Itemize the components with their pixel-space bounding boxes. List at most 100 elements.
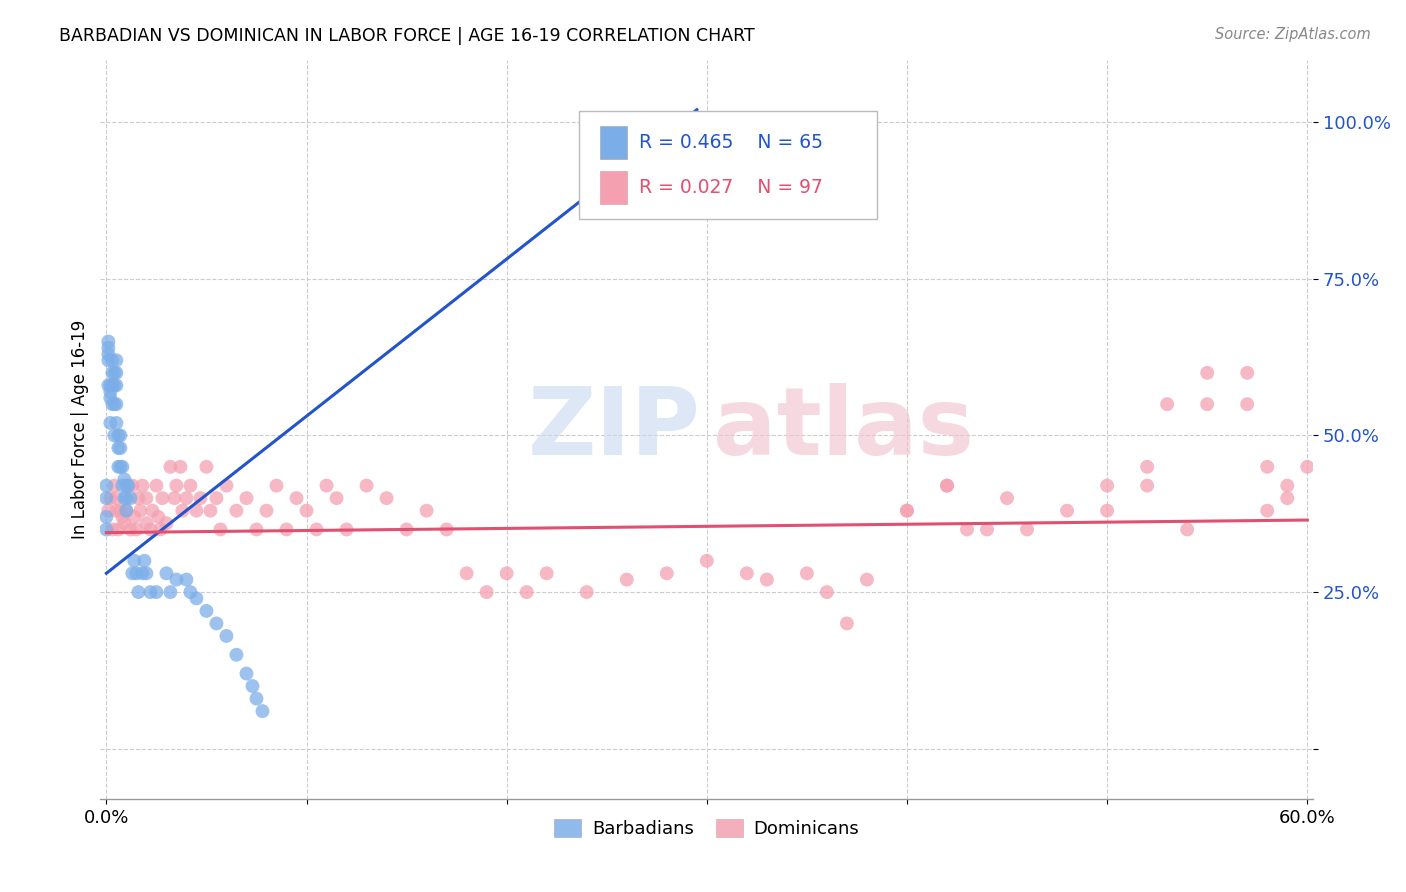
Point bbox=[124, 510, 146, 524]
Point bbox=[145, 585, 167, 599]
Point bbox=[107, 523, 129, 537]
Point bbox=[141, 503, 163, 517]
Point bbox=[495, 566, 517, 581]
Point bbox=[655, 566, 678, 581]
Point bbox=[101, 397, 124, 411]
Point bbox=[112, 516, 135, 531]
Point bbox=[205, 616, 228, 631]
Point bbox=[139, 585, 162, 599]
Point bbox=[115, 503, 138, 517]
Point bbox=[145, 478, 167, 492]
Point bbox=[1175, 523, 1198, 537]
Point bbox=[1277, 478, 1299, 492]
Point bbox=[105, 416, 128, 430]
Point bbox=[375, 491, 398, 505]
Point bbox=[815, 585, 838, 599]
Point bbox=[200, 503, 222, 517]
Point bbox=[110, 503, 132, 517]
Point bbox=[125, 566, 148, 581]
Point bbox=[103, 428, 125, 442]
Point bbox=[1277, 491, 1299, 505]
Point bbox=[1156, 397, 1178, 411]
Legend: Barbadians, Dominicans: Barbadians, Dominicans bbox=[547, 812, 866, 846]
Point bbox=[256, 503, 278, 517]
Point bbox=[735, 566, 758, 581]
Point bbox=[159, 585, 181, 599]
Point bbox=[335, 523, 357, 537]
Point bbox=[936, 478, 959, 492]
Point bbox=[105, 491, 128, 505]
Point bbox=[98, 378, 121, 392]
Text: BARBADIAN VS DOMINICAN IN LABOR FORCE | AGE 16-19 CORRELATION CHART: BARBADIAN VS DOMINICAN IN LABOR FORCE | … bbox=[59, 27, 755, 45]
Point bbox=[101, 378, 124, 392]
Point bbox=[111, 478, 134, 492]
Point bbox=[835, 616, 858, 631]
Point bbox=[103, 378, 125, 392]
Point bbox=[209, 523, 232, 537]
Point bbox=[127, 491, 149, 505]
Point bbox=[155, 566, 177, 581]
Point bbox=[1256, 459, 1278, 474]
Point bbox=[101, 353, 124, 368]
Text: Source: ZipAtlas.com: Source: ZipAtlas.com bbox=[1215, 27, 1371, 42]
Point bbox=[97, 347, 120, 361]
Point bbox=[127, 585, 149, 599]
Point bbox=[169, 459, 191, 474]
Point bbox=[105, 378, 128, 392]
Point bbox=[536, 566, 558, 581]
Point bbox=[215, 478, 238, 492]
Point bbox=[456, 566, 478, 581]
Point bbox=[97, 378, 120, 392]
Point bbox=[195, 604, 218, 618]
Point bbox=[110, 459, 132, 474]
Point bbox=[115, 503, 138, 517]
Point bbox=[163, 491, 186, 505]
Point bbox=[152, 491, 174, 505]
Point bbox=[195, 459, 218, 474]
Point bbox=[111, 459, 134, 474]
Point bbox=[696, 554, 718, 568]
Point bbox=[936, 478, 959, 492]
Point bbox=[215, 629, 238, 643]
Point bbox=[103, 366, 125, 380]
Point bbox=[98, 491, 121, 505]
Point bbox=[315, 478, 337, 492]
Point bbox=[107, 459, 129, 474]
Point bbox=[1015, 523, 1038, 537]
Point bbox=[686, 115, 709, 129]
Point bbox=[1095, 503, 1118, 517]
Point bbox=[325, 491, 347, 505]
Point bbox=[1236, 366, 1258, 380]
Text: atlas: atlas bbox=[713, 384, 974, 475]
Point bbox=[1136, 459, 1159, 474]
Point bbox=[105, 503, 128, 517]
Point bbox=[285, 491, 308, 505]
Point bbox=[101, 523, 124, 537]
Point bbox=[112, 491, 135, 505]
Point bbox=[115, 491, 138, 505]
Point bbox=[755, 573, 778, 587]
Point bbox=[266, 478, 288, 492]
Point bbox=[235, 666, 257, 681]
Point bbox=[148, 510, 170, 524]
Point bbox=[103, 478, 125, 492]
Point bbox=[305, 523, 328, 537]
Point bbox=[103, 397, 125, 411]
Point bbox=[120, 491, 142, 505]
Point bbox=[101, 366, 124, 380]
Point bbox=[415, 503, 437, 517]
Point bbox=[131, 478, 153, 492]
Text: R = 0.027    N = 97: R = 0.027 N = 97 bbox=[638, 178, 823, 197]
Point bbox=[395, 523, 418, 537]
Point bbox=[98, 384, 121, 399]
Point bbox=[245, 691, 267, 706]
Point bbox=[179, 585, 201, 599]
Text: R = 0.465    N = 65: R = 0.465 N = 65 bbox=[638, 133, 823, 152]
Point bbox=[165, 573, 187, 587]
Point bbox=[995, 491, 1018, 505]
Point bbox=[120, 523, 142, 537]
Point bbox=[796, 566, 818, 581]
Point bbox=[235, 491, 257, 505]
Point bbox=[205, 491, 228, 505]
Text: ZIP: ZIP bbox=[527, 384, 700, 475]
